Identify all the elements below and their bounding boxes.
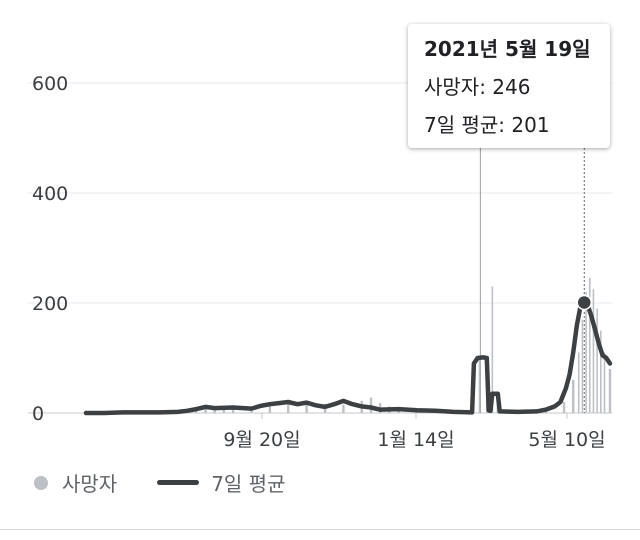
bar — [572, 380, 575, 413]
tooltip-date: 2021년 5월 19일 — [424, 37, 591, 61]
bar — [585, 292, 587, 413]
legend: 사망자 7일 평균 — [34, 468, 286, 497]
bar — [268, 405, 272, 413]
tooltip-deaths: 사망자: 246 — [424, 74, 594, 100]
average-line — [83, 300, 613, 416]
bar — [287, 403, 290, 413]
tooltip-average-value: 201 — [511, 113, 550, 137]
bottom-divider — [0, 529, 640, 530]
bar — [592, 289, 595, 413]
bar-series — [84, 277, 612, 413]
hover-marker — [479, 148, 585, 413]
tooltip: 2021년 5월 19일 사망자: 246 7일 평균: 201 — [408, 24, 610, 148]
legend-bar-label: 사망자 — [62, 472, 118, 496]
line-series — [83, 294, 613, 416]
y-axis-ticks: 0 200 400 600 — [32, 73, 68, 425]
bar — [608, 369, 612, 413]
highlight-point[interactable] — [576, 294, 593, 311]
y-tick-label: 600 — [32, 73, 68, 95]
x-tick-label: 9월 20일 — [223, 429, 300, 451]
bar — [603, 352, 606, 413]
bar — [600, 330, 602, 413]
bar — [596, 308, 598, 413]
legend-line-swatch — [157, 480, 200, 485]
bar — [342, 404, 345, 413]
tooltip-deaths-value: 246 — [492, 75, 531, 99]
legend-bar-swatch — [34, 475, 48, 490]
x-tick-label: 1월 14일 — [377, 429, 454, 451]
bar — [581, 319, 584, 413]
bar — [222, 408, 226, 413]
x-axis-ticks: 9월 20일 1월 14일 5월 10일 — [223, 413, 606, 451]
bar — [305, 402, 308, 413]
bar — [195, 410, 198, 413]
tooltip-deaths-label: 사망자: — [424, 75, 493, 99]
y-tick-label: 200 — [32, 293, 68, 315]
tooltip-average-label: 7일 평균: — [424, 113, 512, 137]
legend-line-label: 7일 평균 — [211, 472, 286, 496]
bar — [204, 408, 207, 413]
tooltip-average: 7일 평균: 201 — [424, 112, 594, 138]
bar — [491, 286, 494, 413]
x-tick-label: 5월 10일 — [528, 429, 605, 451]
bar — [231, 407, 235, 413]
y-tick-label: 400 — [32, 183, 68, 205]
bar — [577, 352, 580, 413]
bar — [562, 402, 566, 413]
bar — [478, 358, 481, 413]
bar — [588, 277, 591, 413]
y-tick-label: 0 — [32, 403, 44, 425]
